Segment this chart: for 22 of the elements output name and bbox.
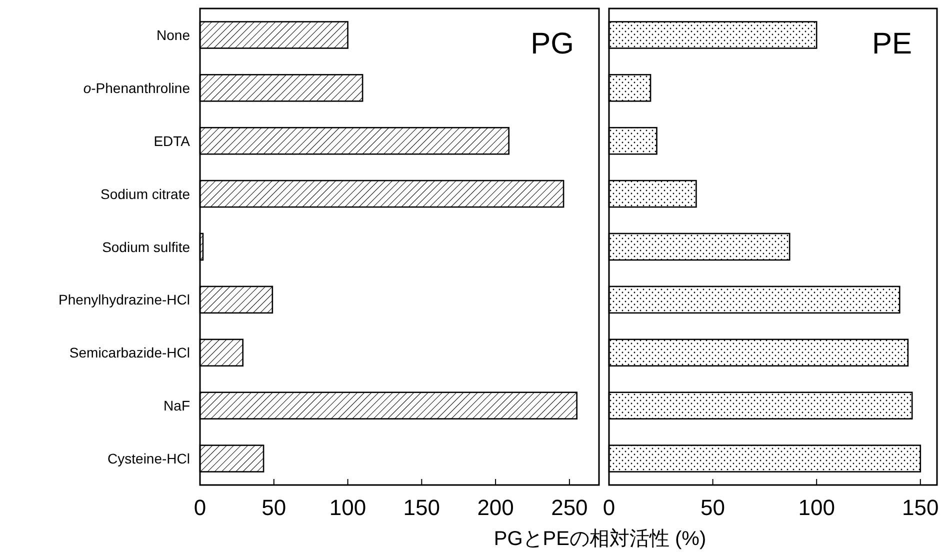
y-tick-label: Cysteine-HCl (108, 450, 190, 467)
x-tick-label: 0 (194, 495, 206, 520)
y-tick-label: None (156, 26, 190, 43)
annotation: PG (530, 28, 574, 60)
x-tick-label: 100 (329, 495, 366, 520)
x-tick-label: 200 (477, 495, 514, 520)
x-tick-label: 150 (403, 495, 440, 520)
y-tick-label: EDTA (154, 132, 191, 149)
x-axis-title: PGとPEの相対活性 (%) (494, 528, 706, 550)
y-tick-label: Phenylhydrazine-HCl (58, 292, 190, 308)
x-tick-label: 0 (602, 495, 616, 520)
x-tick-label: 50 (262, 495, 286, 520)
x-tick-label: 50 (700, 495, 726, 520)
y-tick-label: o-Phenanthroline (83, 80, 190, 96)
x-tick-label: 150 (902, 495, 939, 520)
y-tick-label: Sodium sulfite (102, 238, 190, 255)
y-tick-label: Semicarbazide-HCl (69, 344, 190, 361)
x-tick-label: 100 (798, 495, 835, 520)
annotation: PE (872, 28, 912, 60)
y-tick-label: Sodium citrate (100, 186, 190, 202)
x-tick-label: 250 (551, 495, 588, 520)
y-tick-label: NaF (164, 398, 190, 414)
